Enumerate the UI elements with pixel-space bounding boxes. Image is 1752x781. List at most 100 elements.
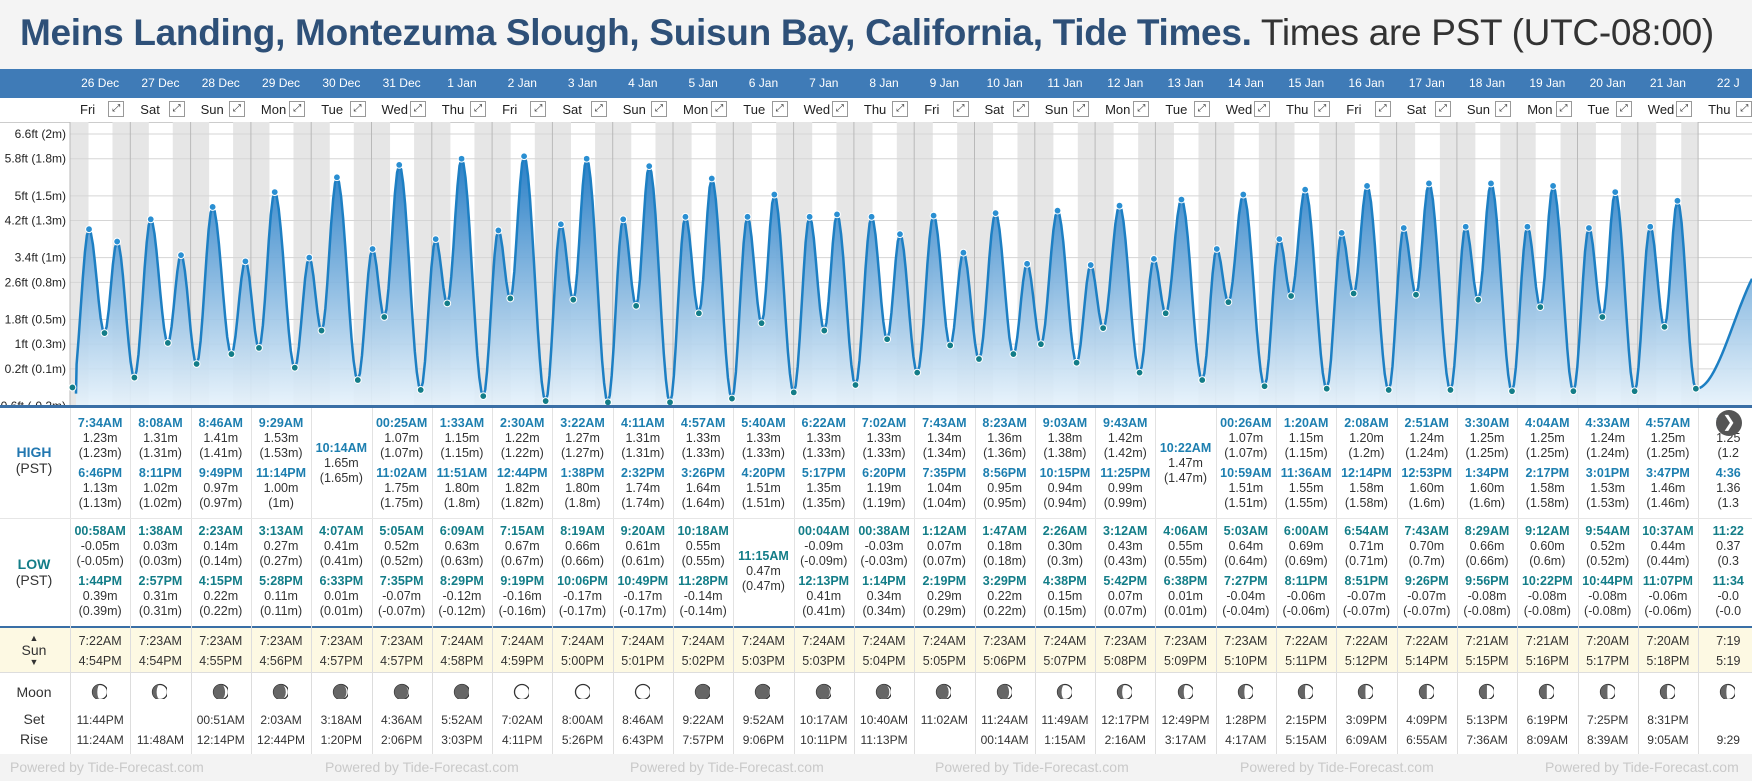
low-tide-height: 0.31m	[143, 589, 178, 603]
expand-icon[interactable]: ⤢	[651, 101, 667, 117]
high-tide-height-alt: (1.22m)	[500, 446, 544, 460]
high-tide-height: 1.60m	[1469, 481, 1505, 495]
expand-icon[interactable]: ⤢	[892, 101, 909, 117]
column-divider	[70, 626, 71, 754]
low-tide-height-alt: (-0.04m)	[1222, 604, 1270, 618]
expand-icon[interactable]: ⤢	[1555, 101, 1572, 117]
low-tide-height: -0.06m	[1286, 589, 1326, 603]
sunrise-time: 7:23AM	[199, 634, 243, 648]
high-tide-time: 00:26AM	[1220, 416, 1272, 430]
low-tide-height: 0.55m	[1168, 539, 1203, 553]
low-tide-height-alt: (-0.14m)	[679, 604, 727, 618]
high-tide-time: 10:59AM	[1220, 466, 1272, 480]
low-tide-height-alt: (0.34m)	[862, 604, 906, 618]
low-tide-entry: 1:12AM 0.07m (0.07m)	[914, 524, 974, 569]
footer-credit: Powered by Tide-Forecast.com	[1240, 759, 1434, 775]
expand-icon[interactable]: ⤢	[289, 101, 306, 117]
high-tide-height-alt: (1.25m)	[1525, 446, 1569, 460]
expand-icon[interactable]: ⤢	[108, 101, 125, 117]
date-label: 16 Jan	[1348, 76, 1385, 90]
expand-icon[interactable]: ⤢	[1495, 101, 1512, 117]
low-tide-point	[1161, 309, 1170, 318]
high-tide-entry: 00:26AM 1.07m (1.07m)	[1216, 416, 1276, 461]
high-tide-time: 8:56PM	[982, 466, 1027, 480]
expand-icon[interactable]: ⤢	[1615, 101, 1632, 117]
low-tide-height: -0.16m	[502, 589, 542, 603]
column-divider	[733, 626, 735, 754]
date-label: 1 Jan	[447, 76, 477, 90]
column-divider	[492, 408, 494, 626]
title-bar: Meins Landing, Montezuma Slough, Suisun …	[0, 0, 1752, 69]
date-label: 29 Dec	[262, 76, 301, 90]
low-tide-point	[1630, 387, 1639, 396]
high-tide-height-alt: (1.74m)	[621, 496, 665, 510]
column-divider	[250, 626, 252, 754]
expand-icon[interactable]: ⤢	[952, 101, 969, 117]
expand-icon[interactable]: ⤢	[1012, 101, 1029, 117]
expand-icon[interactable]: ⤢	[771, 101, 788, 117]
high-tide-height-alt: (1.8m)	[564, 496, 601, 510]
low-tide-point	[506, 294, 515, 303]
column-divider	[1336, 626, 1338, 754]
high-tide-point	[1337, 229, 1346, 237]
moon-phase-icon	[453, 683, 469, 699]
expand-icon[interactable]: ⤢	[590, 101, 607, 117]
weekday-label: Sun	[622, 102, 646, 117]
high-tide-height-alt: (1.13m)	[78, 496, 122, 510]
weekday-label: Sun	[1044, 102, 1068, 117]
low-tide-height: -0.06m	[1648, 589, 1688, 603]
expand-icon[interactable]: ⤢	[831, 101, 848, 117]
high-tide-height: 1.80m	[565, 481, 600, 495]
tide-points	[68, 152, 1700, 405]
low-tide-height-alt: (0.39m)	[78, 604, 122, 618]
expand-icon[interactable]: ⤢	[409, 101, 426, 117]
low-tide-time: 10:18AM	[677, 524, 729, 538]
weekday-label: Wed	[1225, 102, 1253, 117]
expand-icon[interactable]: ⤢	[1676, 101, 1693, 117]
low-tide-height: 0.67m	[504, 539, 540, 553]
expand-icon[interactable]: ⤢	[1314, 101, 1331, 117]
expand-icon[interactable]: ⤢	[711, 101, 728, 117]
scroll-right-button[interactable]: ❯	[1716, 410, 1742, 436]
high-tide-height: 0.95m	[987, 481, 1023, 495]
high-tide-time: 3:26PM	[681, 466, 726, 480]
moon-phase-icon	[212, 683, 228, 699]
expand-icon[interactable]: ⤢	[1374, 101, 1391, 117]
low-tide-point	[290, 363, 299, 372]
low-tide-point	[1412, 290, 1420, 299]
low-tide-time: 00:38AM	[858, 524, 910, 538]
weekday-label: Sat	[140, 102, 160, 117]
moonrise-time: 9:06PM	[742, 733, 785, 747]
high-tide-time: 7:34AM	[77, 416, 123, 430]
column-divider	[853, 626, 855, 754]
low-tide-height-alt: (0.22m)	[199, 604, 243, 618]
expand-icon[interactable]: ⤢	[349, 101, 366, 117]
low-tide-entry: 9:20AM 0.61m (0.61m)	[613, 524, 673, 569]
expand-icon[interactable]: ⤢	[530, 101, 547, 117]
low-tide-entry: 8:11PM -0.06m (-0.06m)	[1276, 574, 1336, 619]
low-tide-entry: 3:29PM 0.22m (0.22m)	[975, 574, 1035, 619]
high-tide-time: 6:46PM	[78, 466, 123, 480]
sunrise-time: 7:24AM	[560, 634, 605, 648]
high-tide-height-alt: (1.25m)	[1646, 446, 1690, 460]
sun-label: Sun	[21, 642, 47, 658]
low-tide-height-alt: (-0.08m)	[1463, 604, 1511, 618]
expand-icon[interactable]: ⤢	[1193, 101, 1210, 117]
expand-icon[interactable]: ⤢	[470, 101, 487, 117]
high-tide-time: 3:47PM	[1646, 466, 1690, 480]
expand-icon[interactable]: ⤢	[1254, 101, 1270, 117]
expand-icon[interactable]: ⤢	[168, 101, 185, 117]
high-tide-point	[1115, 201, 1124, 210]
low-tide-entry: 8:29PM -0.12m (-0.12m)	[432, 574, 492, 619]
low-tide-entry: 5:28PM 0.11m (0.11m)	[251, 574, 311, 619]
column-divider	[974, 408, 976, 626]
expand-icon[interactable]: ⤢	[1073, 101, 1090, 117]
high-tide-entry: 11:02AM 1.75m (1.75m)	[372, 466, 432, 511]
expand-icon[interactable]: ⤢	[228, 101, 245, 117]
expand-icon[interactable]: ⤢	[1736, 101, 1752, 117]
moonset-time: 5:52AM	[441, 713, 483, 727]
expand-icon[interactable]: ⤢	[1133, 101, 1150, 117]
high-tide-time: 3:22AM	[560, 416, 605, 430]
expand-icon[interactable]: ⤢	[1434, 101, 1451, 117]
footer-credit: Powered by Tide-Forecast.com	[1545, 759, 1739, 775]
